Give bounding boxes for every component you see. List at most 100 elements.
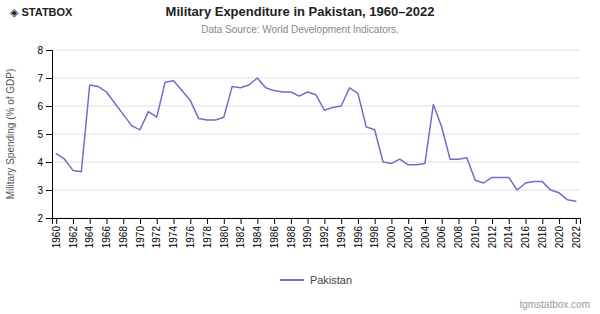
y-tick-label: 3 (37, 185, 43, 196)
x-tick: 2022 (571, 218, 582, 248)
x-tick: 1978 (202, 218, 213, 248)
grid-line (52, 106, 580, 107)
grid-line (52, 162, 580, 163)
legend-item: Pakistan (280, 274, 352, 286)
x-tick-mark (375, 218, 376, 224)
y-tick-mark (46, 162, 52, 163)
x-tick-mark (358, 218, 359, 224)
legend-label: Pakistan (310, 274, 352, 286)
grid (52, 50, 580, 218)
x-tick: 1962 (68, 218, 79, 248)
y-tick-mark (46, 78, 52, 79)
x-tick-label: 1970 (135, 226, 146, 249)
x-tick-label: 1972 (151, 226, 162, 249)
x-tick-label: 2022 (571, 226, 582, 249)
x-tick-label: 1982 (235, 226, 246, 249)
x-tick: 2006 (436, 218, 447, 248)
x-tick-label: 2002 (403, 226, 414, 249)
x-tick-label: 2016 (520, 226, 531, 249)
x-tick: 1994 (336, 218, 347, 248)
x-tick-mark (241, 218, 242, 224)
y-tick: 4 (37, 157, 52, 168)
x-tick-label: 1984 (252, 226, 263, 249)
y-tick: 7 (37, 73, 52, 84)
y-axis-title: Military Spending (% of GDP) (5, 69, 16, 200)
grid-line (52, 50, 580, 51)
x-tick-mark (56, 218, 57, 224)
x-tick-label: 1998 (369, 226, 380, 249)
x-tick-label: 2008 (453, 226, 464, 249)
x-tick: 2008 (453, 218, 464, 248)
x-tick: 1970 (135, 218, 146, 248)
x-tick: 1968 (118, 218, 129, 248)
x-tick-label: 1992 (319, 226, 330, 249)
x-tick-label: 1996 (353, 226, 364, 249)
x-tick-label: 2006 (436, 226, 447, 249)
x-tick-mark (140, 218, 141, 224)
x-tick-label: 1988 (286, 226, 297, 249)
legend: Pakistan (280, 274, 352, 286)
y-tick-mark (46, 106, 52, 107)
x-tick-mark (324, 218, 325, 224)
x-tick-mark (492, 218, 493, 224)
x-tick: 1972 (151, 218, 162, 248)
y-axis-line (46, 51, 53, 219)
x-tick-label: 1990 (302, 226, 313, 249)
x-tick-mark (308, 218, 309, 224)
x-tick-mark (106, 218, 107, 224)
y-tick: 2 (37, 213, 52, 224)
x-tick-mark (341, 218, 342, 224)
x-tick: 1976 (185, 218, 196, 248)
x-tick-mark (475, 218, 476, 224)
x-tick-label: 1980 (219, 226, 230, 249)
x-tick: 1980 (219, 218, 230, 248)
y-tick-label: 4 (37, 157, 43, 168)
x-tick-label: 2010 (470, 226, 481, 249)
x-tick-mark (576, 218, 577, 224)
x-tick: 2010 (470, 218, 481, 248)
series-line (56, 78, 576, 201)
x-tick-label: 1974 (168, 226, 179, 249)
grid-line (52, 134, 580, 135)
x-tick: 2004 (420, 218, 431, 248)
y-tick-label: 5 (37, 129, 43, 140)
x-tick: 1966 (101, 218, 112, 248)
y-tick-mark (46, 50, 52, 51)
logo: ◈ STATBOX (10, 6, 73, 18)
x-tick: 1990 (302, 218, 313, 248)
y-tick-mark (46, 218, 52, 219)
x-tick: 1982 (235, 218, 246, 248)
x-axis-line (53, 219, 581, 225)
x-tick: 1996 (353, 218, 364, 248)
x-axis: 1960 1962 1964 1966 1968 1970 1972 1974 1976 1978… (51, 218, 582, 248)
x-tick-mark (157, 218, 158, 224)
x-tick: 1998 (369, 218, 380, 248)
x-tick-mark (224, 218, 225, 224)
subtitle: Data Source: World Development Indicator… (201, 24, 399, 35)
x-tick: 1974 (168, 218, 179, 248)
logo-part: BOX (49, 6, 74, 18)
x-tick: 2002 (403, 218, 414, 248)
logo-part: ◈ STAT (10, 6, 49, 18)
x-tick-mark (526, 218, 527, 224)
y-tick: 6 (37, 101, 52, 112)
x-tick-mark (442, 218, 443, 224)
y-tick-label: 2 (37, 213, 43, 224)
x-tick-mark (391, 218, 392, 224)
legend-swatch (280, 279, 304, 281)
x-tick-mark (274, 218, 275, 224)
x-tick: 2020 (554, 218, 565, 248)
y-tick-label: 6 (37, 101, 43, 112)
x-tick-mark (458, 218, 459, 224)
x-tick-mark (257, 218, 258, 224)
x-tick-mark (509, 218, 510, 224)
x-tick-label: 2000 (386, 226, 397, 249)
y-axis: 2345678 (37, 45, 52, 224)
x-tick-label: 1960 (51, 226, 62, 249)
x-tick-mark (542, 218, 543, 224)
title: Military Expenditure in Pakistan, 1960–2… (166, 4, 435, 19)
x-tick-mark (408, 218, 409, 224)
x-tick: 1992 (319, 218, 330, 248)
x-tick-label: 2014 (503, 226, 514, 249)
x-tick: 1964 (84, 218, 95, 248)
